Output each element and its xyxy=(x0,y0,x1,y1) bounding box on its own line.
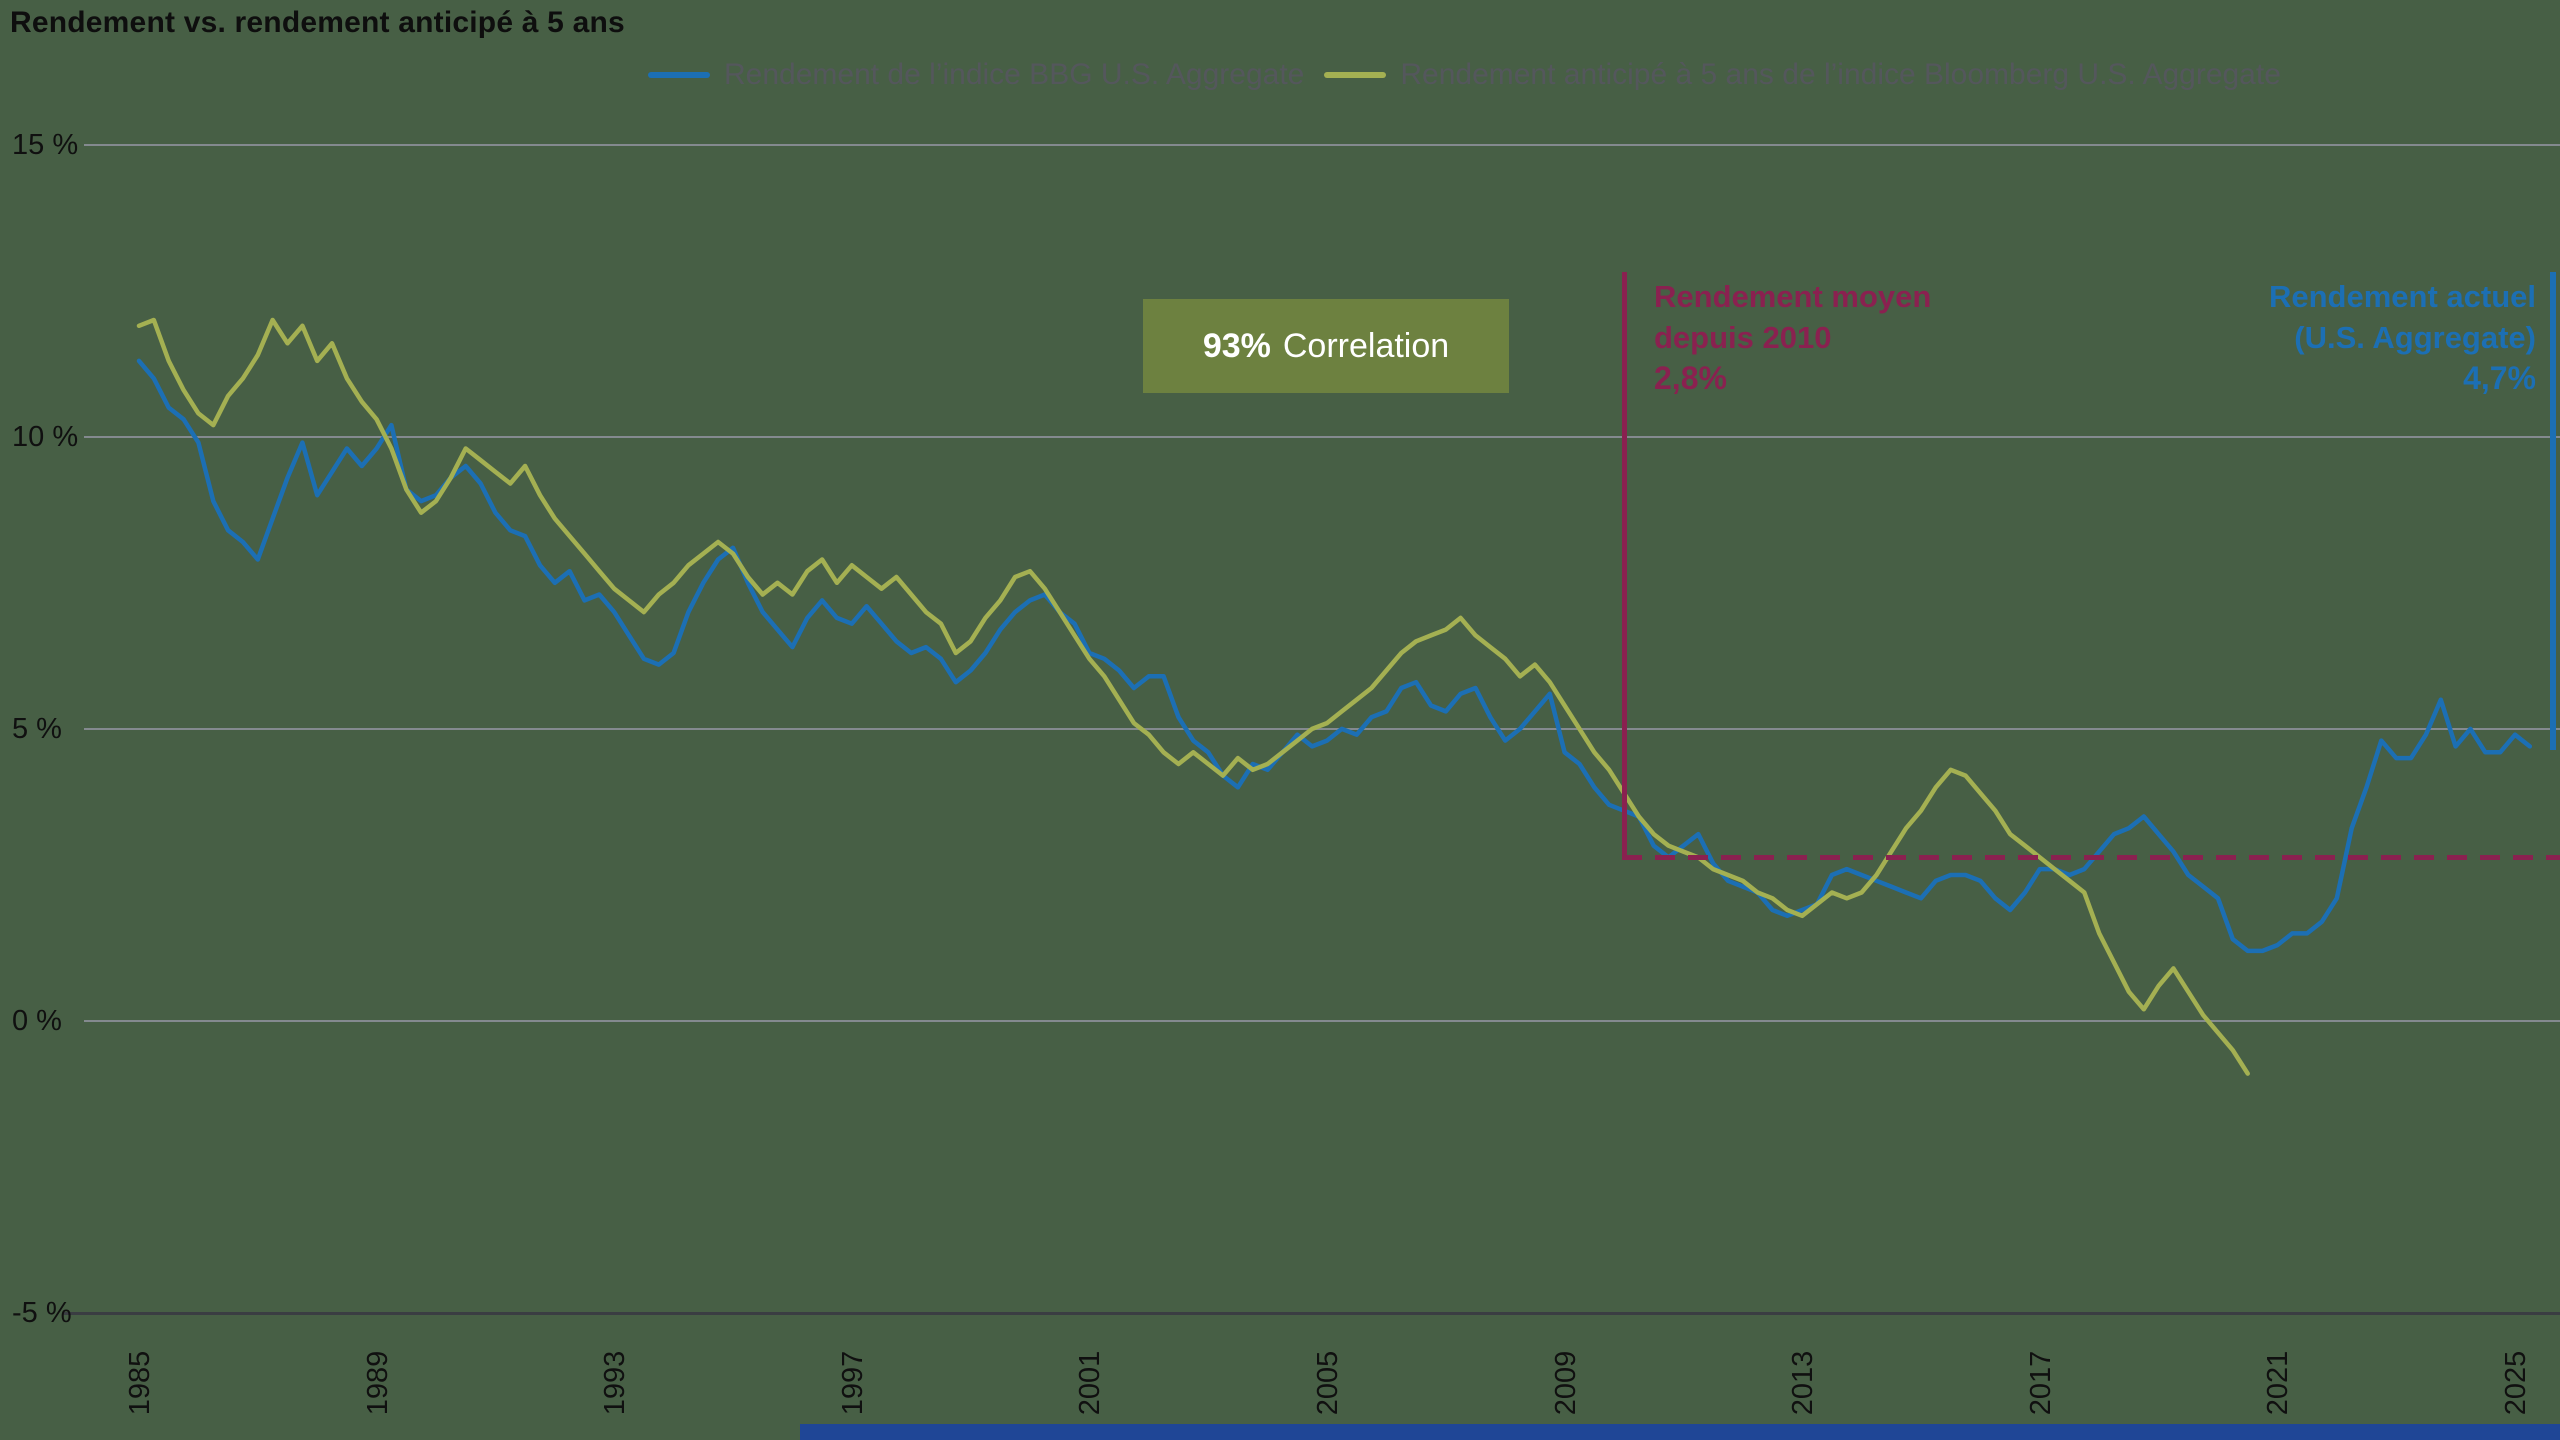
mean-since-2010-annotation: Rendement moyen depuis 2010 2,8% xyxy=(1654,276,1931,399)
current-yield-annotation: Rendement actuel (U.S. Aggregate) 4,7% xyxy=(2269,276,2536,399)
mean-annotation-line1: Rendement moyen xyxy=(1654,279,1932,314)
current-annotation-line2: (U.S. Aggregate) xyxy=(2294,320,2536,355)
gridline-15 xyxy=(84,143,2560,146)
chart-title: Rendement vs. rendement anticipé à 5 ans xyxy=(10,6,625,39)
legend-item-yield: Rendement de l’indice BBG U.S. Aggregate xyxy=(648,58,1304,92)
mean-since-2010-vertical-line xyxy=(1622,272,1627,858)
gridline-5 xyxy=(84,727,2560,730)
gridline-0 xyxy=(84,1020,2560,1022)
correlation-value: 93% xyxy=(1202,326,1271,365)
legend-swatch-blue xyxy=(648,72,710,78)
y-axis-label-15: 15 % xyxy=(12,128,79,161)
legend-swatch-olive xyxy=(1324,72,1387,78)
y-axis-label-0: 0 % xyxy=(12,1005,62,1037)
y-axis-label-10: 10 % xyxy=(12,420,79,453)
correlation-label: Correlation xyxy=(1282,326,1450,365)
series-line-1 xyxy=(136,317,2250,1076)
mean-annotation-value: 2,8% xyxy=(1654,360,1727,396)
mean-since-2010-dashed-line xyxy=(1622,855,2560,860)
gridline-10 xyxy=(84,435,2560,438)
gridline--5 xyxy=(64,1312,2560,1316)
correlation-callout: 93% Correlation xyxy=(1143,299,1509,393)
mean-annotation-line2: depuis 2010 xyxy=(1654,320,1832,355)
current-yield-vertical-line xyxy=(2550,272,2556,750)
legend: Rendement de l’indice BBG U.S. Aggregate… xyxy=(648,58,2281,92)
footer-accent-bar xyxy=(800,1424,2560,1440)
legend-item-forward-return: Rendement anticipé à 5 ans de l’indice B… xyxy=(1324,58,2281,92)
current-annotation-value: 4,7% xyxy=(2463,360,2536,396)
y-axis-label-5: 5 % xyxy=(12,712,62,745)
legend-label-yield: Rendement de l’indice BBG U.S. Aggregate xyxy=(724,58,1305,91)
legend-label-forward-return: Rendement anticipé à 5 ans de l’indice B… xyxy=(1400,58,2281,91)
y-axis-label--5: -5 % xyxy=(12,1297,72,1330)
current-annotation-line1: Rendement actuel xyxy=(2268,279,2536,314)
series-line-0 xyxy=(136,358,2533,954)
